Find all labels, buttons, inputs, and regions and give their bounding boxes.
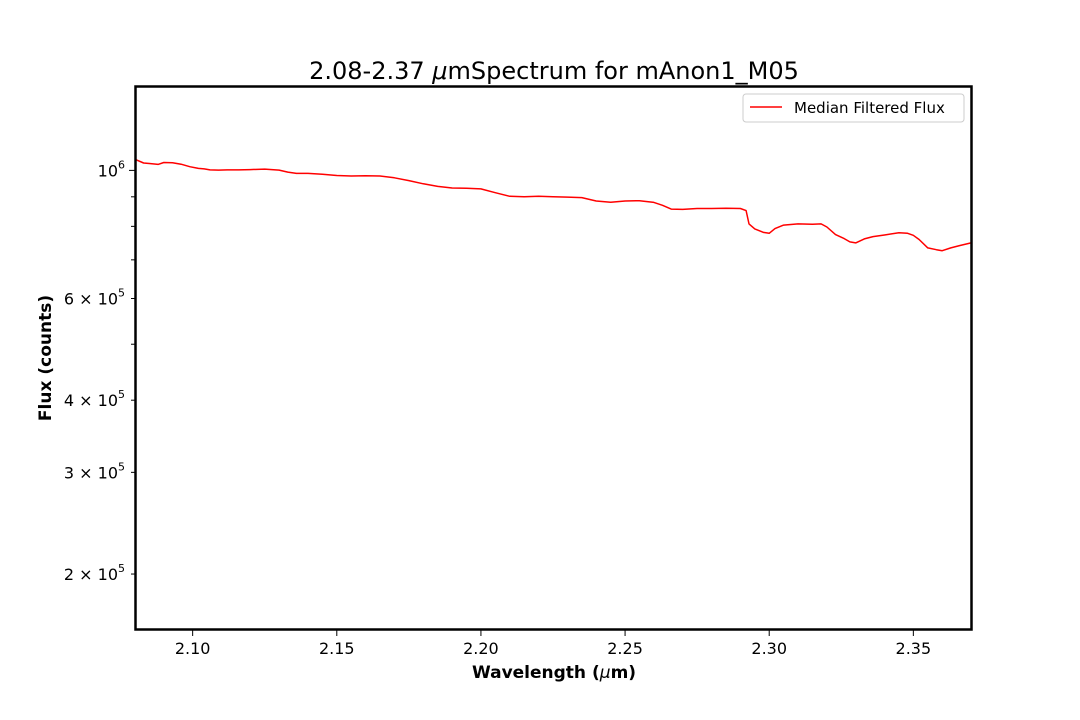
y-tick-label: 4 × 105 (64, 388, 125, 410)
y-axis-ticks: 106 2 × 105 3 × 105 4 × 105 6 × 105 (64, 158, 135, 584)
series-line-median-filtered-flux (134, 158, 972, 252)
y-axis-label: Flux (counts) (36, 295, 56, 421)
xlabel-unit-mu: μ (599, 663, 611, 683)
title-suffix: mSpectrum for mAnon1_M05 (448, 57, 799, 85)
y-tick-label: 106 (98, 158, 125, 180)
x-tick-label: 2.30 (751, 639, 787, 658)
x-axis-label: Wavelength (μm) (472, 663, 636, 683)
xlabel-suffix: m) (611, 663, 636, 683)
legend-box (742, 93, 965, 123)
y-tick-label: 2 × 105 (64, 562, 125, 584)
plot-area (134, 158, 972, 252)
chart-title: 2.08-2.37 μmSpectrum for mAnon1_M05 (309, 57, 799, 85)
x-axis-ticks: 2.10 2.15 2.20 2.25 2.30 2.35 (175, 630, 931, 658)
xlabel-prefix: Wavelength ( (472, 663, 600, 683)
y-tick-label: 3 × 105 (64, 460, 125, 482)
x-tick-label: 2.35 (896, 639, 932, 658)
x-tick-label: 2.15 (319, 639, 355, 658)
x-tick-label: 2.20 (463, 639, 499, 658)
x-tick-label: 2.25 (607, 639, 643, 658)
legend-label-median-filtered-flux: Median Filtered Flux (794, 99, 945, 117)
y-tick-label: 6 × 105 (64, 287, 125, 309)
legend: Median Filtered Flux (742, 93, 965, 123)
title-unit-mu: μ (431, 57, 447, 85)
plot-frame (134, 85, 973, 631)
title-prefix: 2.08-2.37 (309, 57, 432, 85)
x-tick-label: 2.10 (175, 639, 211, 658)
